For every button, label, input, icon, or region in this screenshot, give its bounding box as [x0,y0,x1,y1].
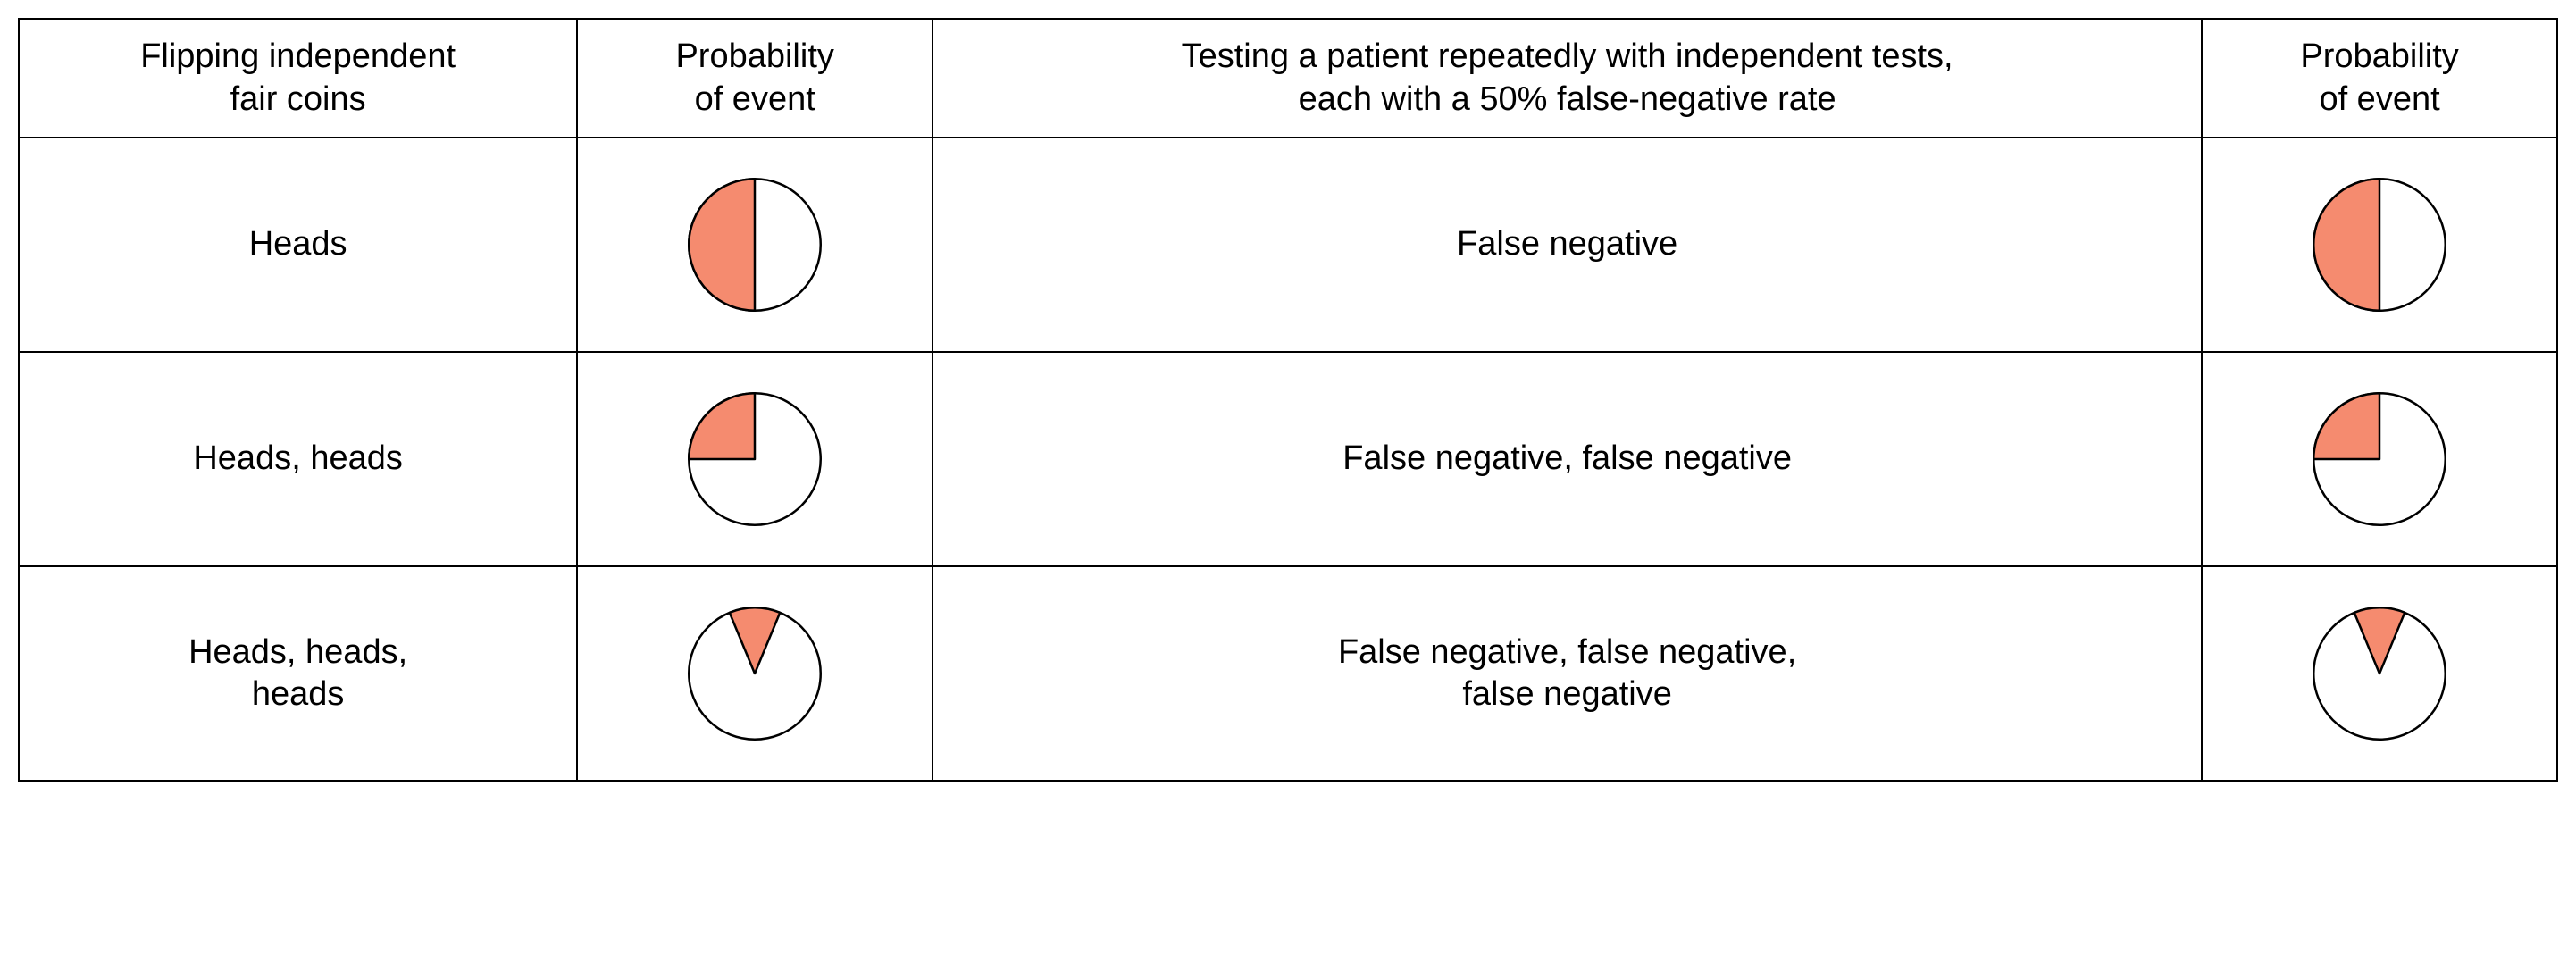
pie-icon [2313,392,2446,526]
table-row: Heads, heads False negative, false negat… [19,352,2557,566]
probability-table: Flipping independentfair coins Probabili… [18,18,2558,782]
coin-label: Heads [19,138,577,352]
pie-icon [688,607,822,741]
test-prob-pie [2202,138,2557,352]
test-label: False negative, false negative [933,352,2202,566]
coin-label: Heads, heads [19,352,577,566]
table-row: Heads, heads,heads False negative, false… [19,566,2557,781]
header-test-prob: Probabilityof event [2202,19,2557,138]
test-prob-pie [2202,352,2557,566]
coin-prob-pie [577,138,933,352]
test-label: False negative [933,138,2202,352]
header-tests: Testing a patient repeatedly with indepe… [933,19,2202,138]
test-prob-pie [2202,566,2557,781]
table-header-row: Flipping independentfair coins Probabili… [19,19,2557,138]
pie-icon [688,392,822,526]
header-coins: Flipping independentfair coins [19,19,577,138]
table-row: Heads False negative [19,138,2557,352]
coin-label: Heads, heads,heads [19,566,577,781]
coin-prob-pie [577,566,933,781]
coin-prob-pie [577,352,933,566]
test-label: False negative, false negative,false neg… [933,566,2202,781]
pie-icon [2313,607,2446,741]
pie-icon [688,178,822,312]
pie-icon [2313,178,2446,312]
header-coin-prob: Probabilityof event [577,19,933,138]
